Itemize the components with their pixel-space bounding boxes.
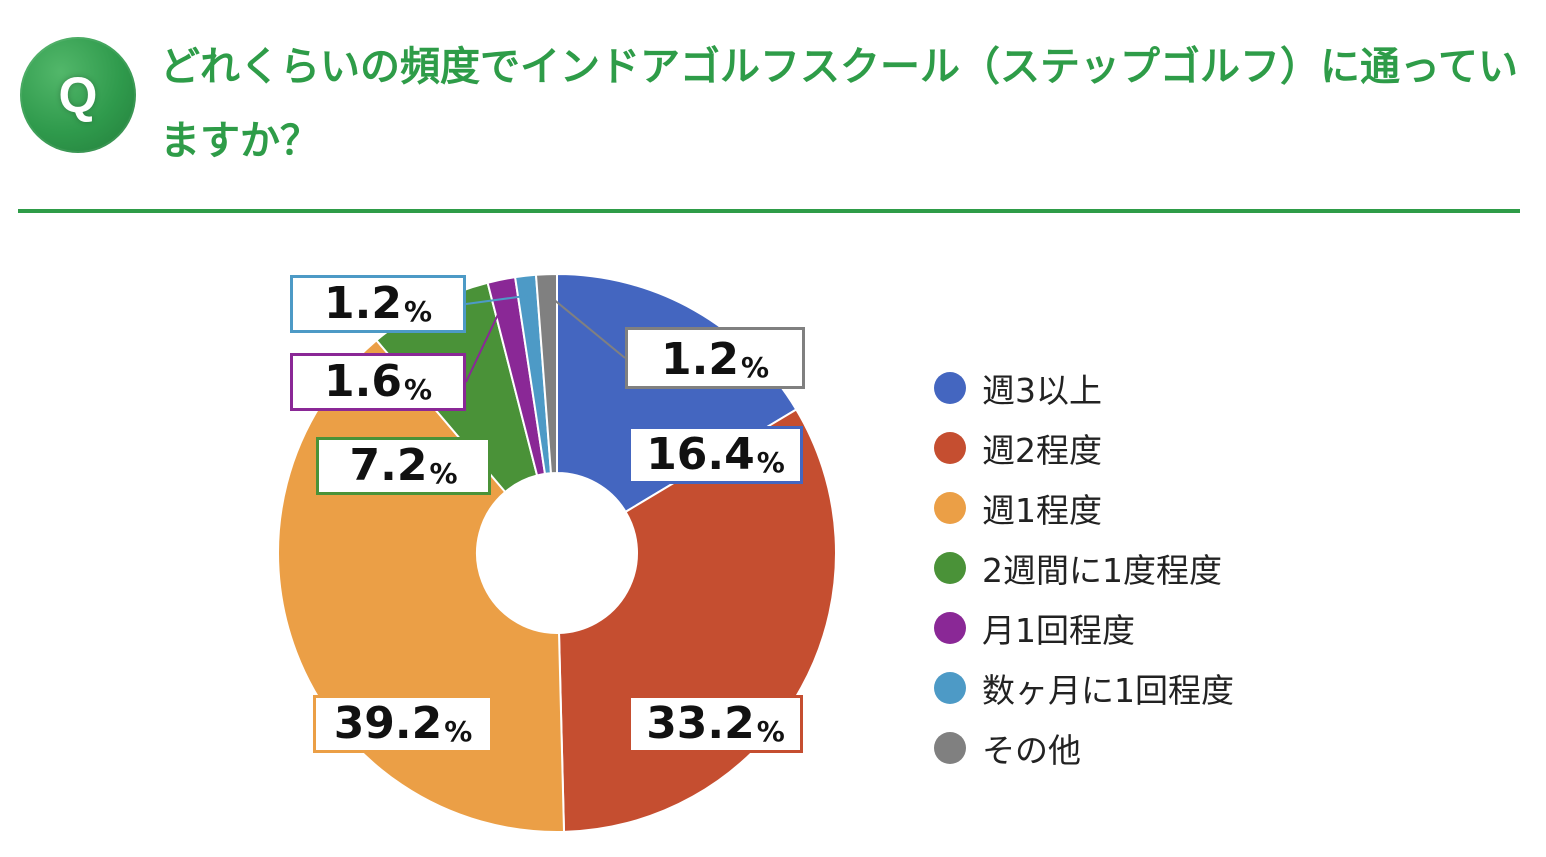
data-label-few-months: 1.2% [290, 275, 466, 333]
legend-item: 週3以上 [934, 358, 1234, 418]
leader-line [465, 294, 528, 305]
legend-item: 週1程度 [934, 478, 1234, 538]
legend-dot [934, 672, 966, 704]
legend-dot [934, 612, 966, 644]
legend-item: 2週間に1度程度 [934, 538, 1234, 598]
data-label-weekly-3plus: 16.4% [628, 426, 803, 484]
data-label-biweekly: 7.2% [316, 437, 491, 495]
legend-dot [934, 492, 966, 524]
leader-line [465, 298, 507, 383]
data-label-weekly-1: 39.2% [313, 695, 493, 753]
legend-dot [934, 732, 966, 764]
divider-line [18, 209, 1520, 213]
leader-line [546, 293, 626, 359]
slice-other [534, 272, 558, 475]
legend-item: 月1回程度 [934, 598, 1234, 658]
question-badge: Q [20, 37, 136, 153]
question-title: どれくらいの頻度でインドアゴルフスクール（ステップゴルフ）に通っていますか？ [160, 44, 1518, 164]
legend: 週3以上 週2程度 週1程度 2週間に1度程度 月1回程度 数ヶ月に1回程度 そ… [934, 358, 1234, 778]
legend-dot [934, 372, 966, 404]
data-label-other: 1.2% [625, 327, 805, 389]
legend-dot [934, 432, 966, 464]
legend-item: 週2程度 [934, 418, 1234, 478]
data-label-weekly-2: 33.2% [628, 695, 803, 753]
legend-item: その他 [934, 718, 1234, 778]
legend-item: 数ヶ月に1回程度 [934, 658, 1234, 718]
legend-dot [934, 552, 966, 584]
data-label-monthly: 1.6% [290, 353, 466, 411]
question-badge-letter: Q [58, 67, 98, 123]
